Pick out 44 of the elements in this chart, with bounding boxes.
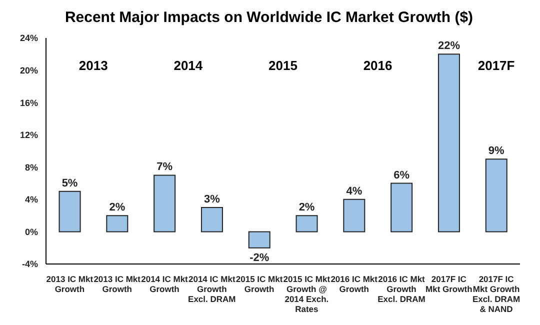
data-label: 5% (62, 177, 78, 190)
data-label: 2% (109, 202, 126, 214)
bar (154, 174, 176, 232)
data-label: 22% (438, 40, 460, 52)
y-tick-label: 12% (20, 130, 38, 140)
y-tick-label: 16% (20, 98, 38, 108)
x-tick-label: 2013 IC Mkt Growth (46, 274, 94, 294)
y-tick-label: 8% (24, 162, 38, 172)
y-tick-label: -4% (22, 259, 38, 270)
data-label: 6% (394, 169, 410, 182)
data-label: 2% (298, 202, 315, 214)
x-tick-label: 2016 IC Mkt Growth (330, 274, 378, 294)
y-tick-label: 4% (24, 194, 38, 205)
x-tick-label: 2015 IC Mkt Growth @ 2014 Exch. Rates (283, 274, 330, 314)
x-tick-label: 2013 IC Mkt Growth (94, 274, 141, 294)
bar (390, 182, 413, 232)
bar (106, 215, 128, 232)
y-tick-label: 24% (20, 33, 38, 44)
x-tick-label: 2017F IC Mkt Growth Excl. DRAM & NAND (472, 274, 520, 314)
x-tick-label: 2014 IC Mkt Growth (141, 274, 188, 294)
data-label: 9% (488, 145, 505, 158)
bar (248, 231, 270, 248)
bar (438, 54, 460, 232)
annotation: 2013 (78, 58, 109, 74)
data-label: 7% (156, 161, 173, 174)
bar (296, 215, 318, 232)
data-label: 3% (204, 194, 220, 206)
x-tick-label: 2015 IC Mkt Growth (236, 274, 283, 294)
x-tick-label: 2017F IC Mkt Growth (426, 274, 472, 294)
bar (58, 190, 81, 232)
annotation: 2015 (268, 58, 298, 74)
annotation: 2014 (172, 58, 204, 74)
bar (485, 158, 508, 232)
bar (200, 207, 223, 232)
chart-title: Recent Major Impacts on Worldwide IC Market Growth ($) (64, 8, 474, 28)
y-tick-label: 20% (20, 65, 38, 76)
annotation: 2016 (362, 58, 394, 74)
data-label: -2% (250, 252, 270, 264)
y-tick-label: 0% (24, 226, 38, 237)
x-tick-label: 2014 IC Mkt Growth Excl. DRAM (188, 274, 236, 304)
x-tick-label: 2016 IC Mkt Growth Excl. DRAM (378, 274, 426, 304)
data-label: 4% (346, 185, 362, 198)
annotation: 2017F (476, 58, 516, 74)
bar (343, 198, 366, 232)
